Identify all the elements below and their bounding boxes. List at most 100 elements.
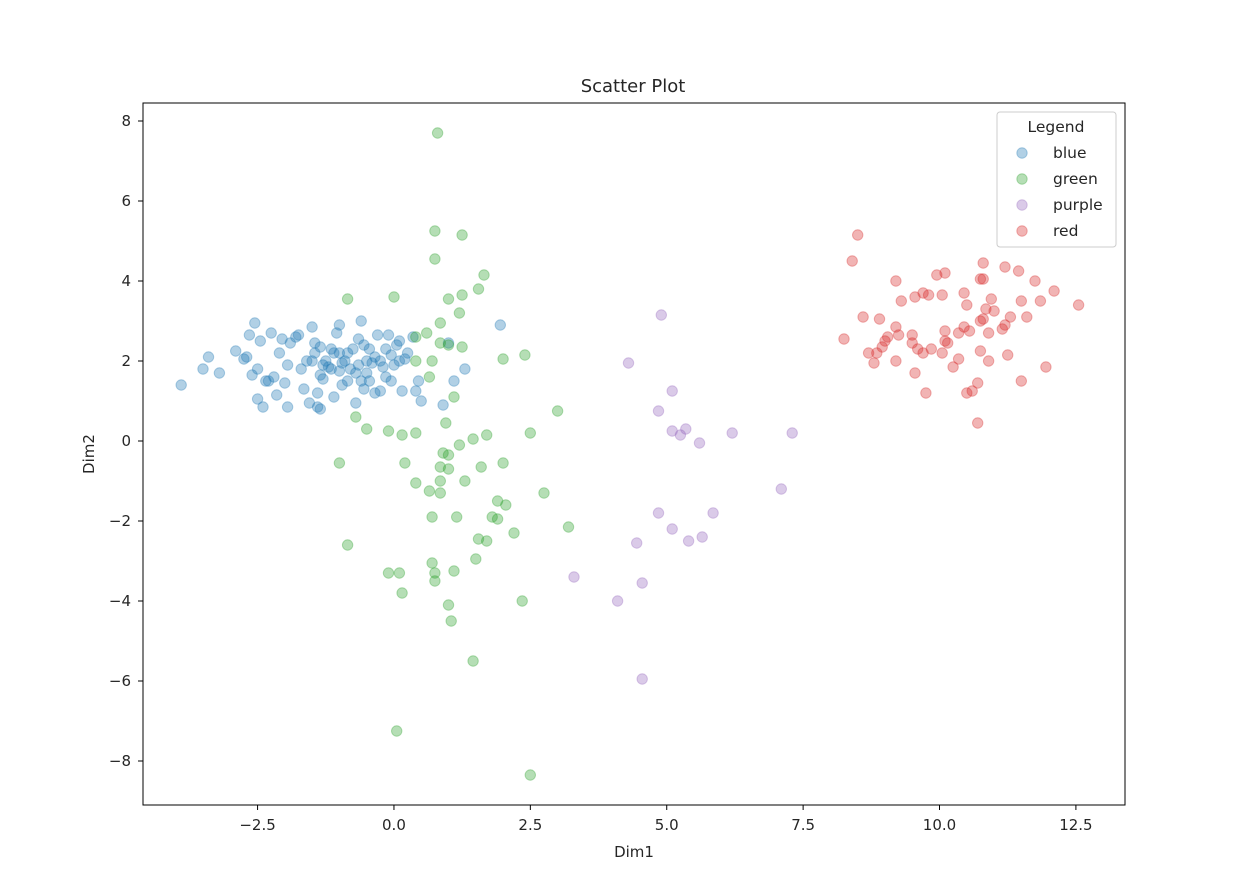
point-green-45 (423, 485, 436, 497)
point-red-0 (852, 229, 864, 241)
point-blue-97 (314, 403, 326, 415)
point-red-55 (1002, 349, 1014, 361)
point-blue-54 (341, 347, 354, 359)
point-green-13 (410, 331, 422, 343)
point-blue-65 (358, 383, 370, 395)
point-green-44 (459, 475, 471, 487)
point-purple-10 (775, 483, 787, 495)
point-purple-8 (726, 427, 738, 439)
point-red-53 (862, 347, 875, 359)
point-purple-13 (707, 507, 719, 519)
point-green-71 (391, 725, 403, 737)
point-green-20 (519, 349, 531, 361)
y-tick-label: 6 (121, 192, 131, 210)
point-blue-83 (393, 335, 406, 347)
point-blue-2 (202, 351, 215, 363)
point-green-61 (429, 567, 441, 579)
point-red-40 (982, 327, 995, 339)
point-purple-6 (680, 423, 692, 435)
point-blue-56 (344, 363, 356, 375)
point-green-16 (456, 341, 468, 353)
point-red-34 (963, 325, 976, 337)
point-green-35 (442, 449, 455, 461)
point-red-41 (838, 333, 850, 345)
point-purple-11 (652, 507, 665, 519)
point-purple-16 (631, 537, 643, 549)
x-axis-label: Dim1 (614, 843, 654, 861)
point-blue-91 (415, 395, 427, 407)
point-purple-3 (652, 405, 665, 417)
point-blue-14 (260, 375, 272, 387)
point-purple-18 (636, 577, 648, 589)
point-green-47 (538, 487, 550, 499)
legend-marker-purple (1016, 199, 1028, 211)
point-blue-6 (241, 351, 253, 363)
point-blue-46 (328, 391, 340, 403)
point-green-49 (500, 499, 512, 511)
point-green-68 (442, 599, 455, 611)
point-green-25 (440, 417, 452, 429)
point-green-12 (421, 327, 433, 339)
point-blue-88 (407, 331, 419, 343)
point-blue-78 (382, 329, 395, 341)
point-blue-62 (355, 375, 367, 387)
point-green-59 (426, 557, 438, 569)
point-green-10 (453, 307, 466, 319)
point-green-8 (442, 293, 455, 305)
point-green-22 (448, 391, 460, 403)
point-red-58 (868, 357, 880, 369)
point-red-19 (1034, 295, 1047, 307)
point-green-17 (410, 355, 422, 367)
point-green-54 (562, 521, 575, 533)
point-green-42 (410, 477, 422, 489)
point-green-21 (423, 371, 436, 383)
point-red-43 (879, 335, 891, 347)
x-tick-label: −2.5 (239, 816, 275, 834)
point-red-29 (1004, 311, 1017, 323)
point-purple-19 (611, 595, 624, 607)
point-blue-87 (401, 347, 414, 359)
point-green-27 (382, 425, 395, 437)
point-green-9 (456, 289, 468, 301)
point-red-59 (982, 355, 995, 367)
point-red-39 (952, 327, 965, 339)
point-blue-18 (271, 389, 283, 401)
x-tick-label: 2.5 (518, 816, 542, 834)
point-green-66 (396, 587, 408, 599)
point-blue-29 (301, 355, 313, 367)
point-blue-51 (336, 357, 348, 369)
point-blue-64 (358, 339, 370, 351)
point-green-51 (451, 511, 463, 523)
legend-label-purple: purple (1053, 196, 1103, 214)
point-red-3 (999, 261, 1011, 273)
legend-frame (996, 111, 1117, 248)
point-blue-24 (284, 337, 296, 349)
point-purple-7 (693, 437, 706, 449)
point-blue-52 (336, 379, 348, 391)
point-blue-42 (322, 361, 335, 373)
point-red-25 (857, 311, 869, 323)
point-blue-60 (352, 333, 365, 345)
point-blue-3 (213, 367, 226, 379)
point-green-33 (396, 429, 408, 441)
point-red-32 (890, 321, 902, 333)
point-green-63 (382, 567, 395, 579)
point-red-23 (988, 305, 1000, 317)
legend: Legend blue green purple red (996, 111, 1117, 248)
point-red-54 (974, 345, 987, 357)
y-tick-label: −8 (109, 752, 131, 770)
point-green-18 (426, 355, 438, 367)
point-blue-22 (281, 359, 294, 371)
point-green-72 (524, 769, 536, 781)
x-axis: −2.5 0.0 2.5 5.0 7.5 10.0 12.5 (239, 805, 1093, 834)
point-green-3 (429, 253, 441, 265)
point-green-39 (442, 463, 455, 475)
point-green-58 (341, 539, 354, 551)
x-tick-label: 7.5 (791, 816, 815, 834)
point-green-31 (481, 429, 493, 441)
point-green-36 (333, 457, 346, 469)
point-green-0 (431, 127, 444, 139)
point-blue-84 (393, 355, 406, 367)
point-red-21 (1072, 299, 1085, 311)
point-purple-12 (666, 523, 678, 535)
